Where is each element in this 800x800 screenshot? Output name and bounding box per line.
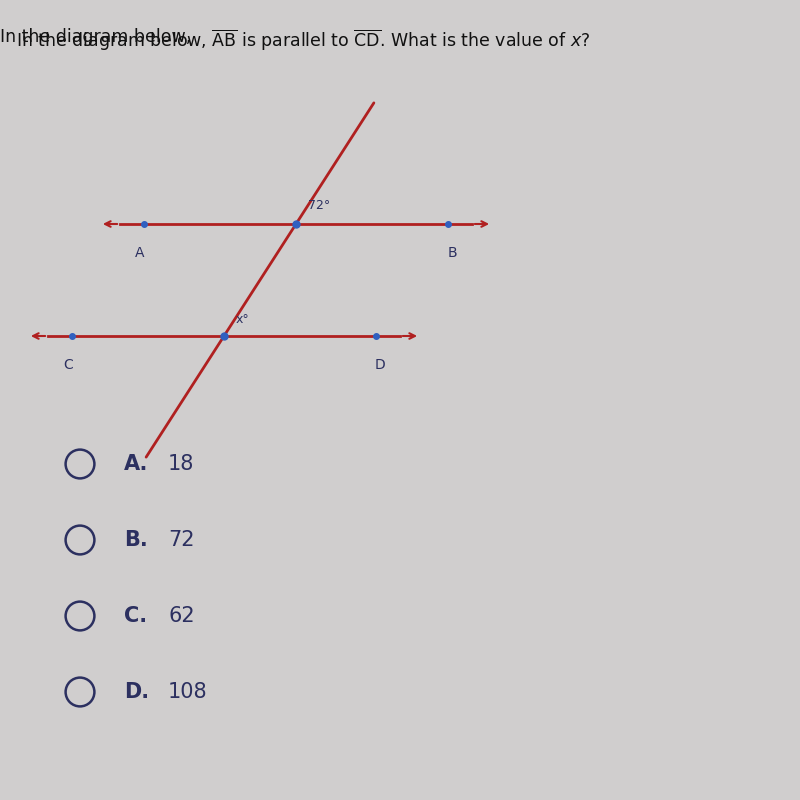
Text: In the diagram below,: In the diagram below, (0, 28, 197, 46)
Text: B.: B. (124, 530, 148, 550)
Text: D.: D. (124, 682, 149, 702)
Text: B: B (447, 246, 457, 261)
Text: 108: 108 (168, 682, 208, 702)
Text: A.: A. (124, 454, 148, 474)
Text: In the diagram below, $\overline{\mathrm{AB}}$ is parallel to $\overline{\mathrm: In the diagram below, $\overline{\mathrm… (16, 28, 590, 54)
Text: 18: 18 (168, 454, 194, 474)
Text: A: A (135, 246, 145, 261)
Text: 62: 62 (168, 606, 194, 626)
Text: 72: 72 (168, 530, 194, 550)
Text: 72°: 72° (308, 199, 330, 212)
Text: C.: C. (124, 606, 147, 626)
Text: x°: x° (236, 313, 250, 326)
Text: D: D (374, 358, 386, 373)
Text: C: C (63, 358, 73, 373)
